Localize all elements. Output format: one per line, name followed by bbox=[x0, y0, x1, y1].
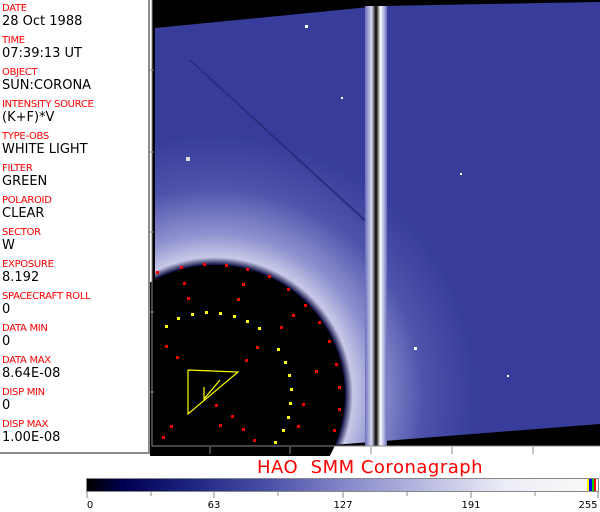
field-value: WHITE LIGHT bbox=[2, 142, 88, 157]
colorbar-tick-label: 0 bbox=[86, 500, 94, 511]
field-value: W bbox=[2, 238, 15, 253]
field-label: OBJECT bbox=[2, 67, 38, 78]
field-label: DISP MIN bbox=[2, 387, 45, 398]
field-value: 8.64E-08 bbox=[2, 366, 61, 381]
field-time: TIME 07:39:13 UT bbox=[2, 35, 82, 61]
field-value: CLEAR bbox=[2, 206, 45, 221]
colorbar-tick-label: 191 bbox=[461, 500, 481, 511]
field-value: (K+F)*V bbox=[2, 110, 55, 125]
streak bbox=[189, 59, 371, 226]
occulter-pylon bbox=[365, 6, 387, 446]
colorbar-tick-label: 127 bbox=[333, 500, 353, 511]
field-date: DATE 28 Oct 1988 bbox=[2, 3, 82, 29]
colorbar-ticks bbox=[86, 492, 599, 498]
field-value: 0 bbox=[2, 302, 11, 317]
field-type-obs: TYPE-OBS WHITE LIGHT bbox=[2, 131, 88, 157]
star-points bbox=[186, 25, 509, 377]
field-value: 0 bbox=[2, 334, 11, 349]
field-value: 8.192 bbox=[2, 270, 40, 285]
colorbar bbox=[86, 478, 599, 492]
field-label: POLAROID bbox=[2, 195, 52, 206]
field-label: DATA MAX bbox=[2, 355, 51, 366]
field-spacecraft-roll: SPACECRAFT ROLL 0 bbox=[2, 291, 91, 317]
field-disp-min: DISP MIN 0 bbox=[2, 387, 45, 413]
red-markers bbox=[156, 263, 341, 442]
field-disp-max: DISP MAX 1.00E-08 bbox=[2, 419, 60, 445]
field-value: GREEN bbox=[2, 174, 48, 189]
header-info-panel: DATE 28 Oct 1988 TIME 07:39:13 UT OBJECT SUN:… bbox=[0, 0, 150, 454]
colorbar-special-colors bbox=[587, 479, 596, 491]
field-value: 1.00E-08 bbox=[2, 430, 61, 445]
field-filter: FILTER GREEN bbox=[2, 163, 47, 189]
field-label: DATA MIN bbox=[2, 323, 48, 334]
colorbar-tick-label: 63 bbox=[207, 500, 221, 511]
instrument-title: HAO SMM Coronagraph bbox=[257, 457, 484, 478]
field-value: SUN:CORONA bbox=[2, 78, 92, 93]
field-exposure: EXPOSURE 8.192 bbox=[2, 259, 54, 285]
field-label: TIME bbox=[2, 35, 25, 46]
grid-triangle-inner bbox=[203, 379, 221, 401]
field-value: 0 bbox=[2, 398, 11, 413]
field-label: DATE bbox=[2, 3, 27, 14]
field-data-max: DATA MAX 8.64E-08 bbox=[2, 355, 60, 381]
field-label: FILTER bbox=[2, 163, 33, 174]
field-label: INTENSITY SOURCE bbox=[2, 99, 94, 110]
field-label: EXPOSURE bbox=[2, 259, 54, 270]
field-sector: SECTOR W bbox=[2, 227, 41, 253]
grid-triangle bbox=[187, 369, 240, 416]
field-data-min: DATA MIN 0 bbox=[2, 323, 48, 349]
field-value: 28 Oct 1988 bbox=[2, 14, 83, 29]
coronagraph-image bbox=[150, 0, 600, 456]
field-label: TYPE-OBS bbox=[2, 131, 49, 142]
field-object: OBJECT SUN:CORONA bbox=[2, 67, 91, 93]
colorbar-tick-label: 255 bbox=[578, 500, 598, 511]
field-intensity-source: INTENSITY SOURCE (K+F)*V bbox=[2, 99, 94, 125]
field-label: SPACECRAFT ROLL bbox=[2, 291, 91, 302]
field-polaroid: POLAROID CLEAR bbox=[2, 195, 52, 221]
field-label: DISP MAX bbox=[2, 419, 49, 430]
field-label: SECTOR bbox=[2, 227, 41, 238]
yellow-markers bbox=[165, 311, 293, 444]
field-value: 07:39:13 UT bbox=[2, 46, 82, 61]
